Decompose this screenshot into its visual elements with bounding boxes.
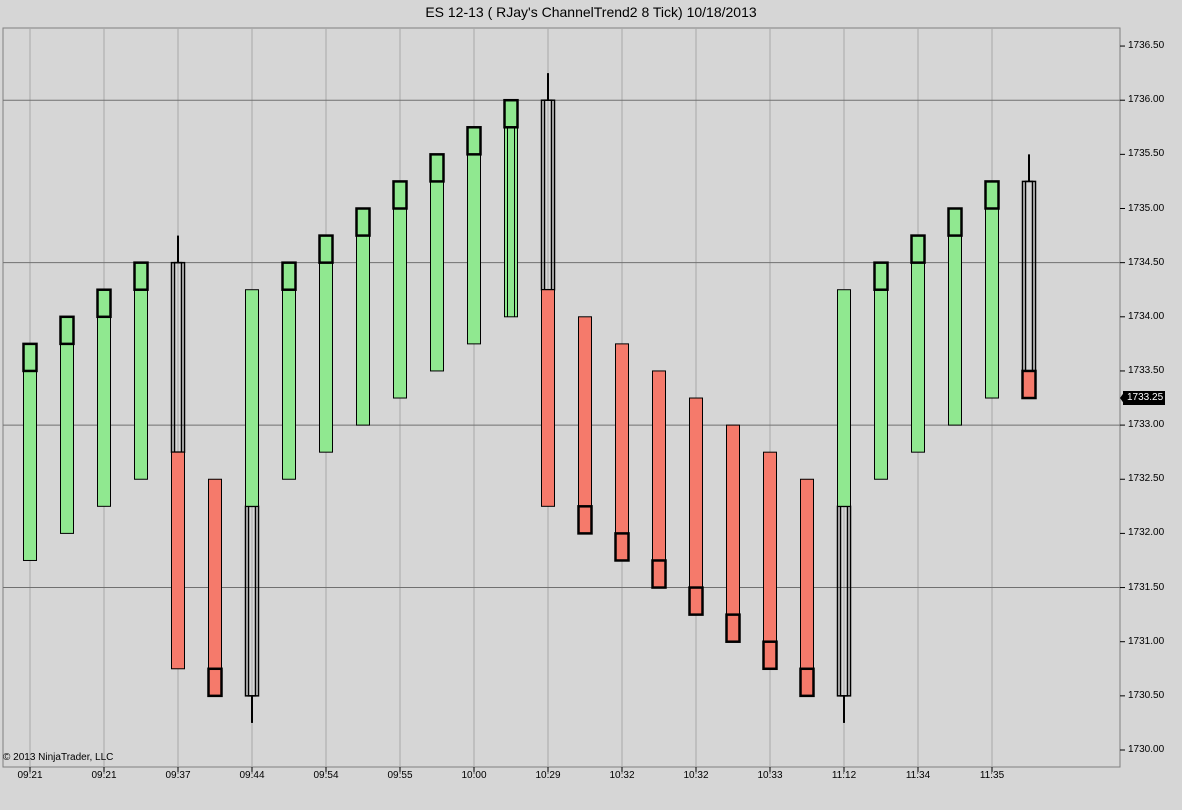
bar-down xyxy=(615,343,629,561)
x-tick-label: 09:37 xyxy=(165,770,191,781)
last-price-marker: 1733.25 xyxy=(1123,391,1166,406)
bar-down xyxy=(171,451,185,670)
bar-close-box xyxy=(688,586,704,616)
x-tick-label: 09:55 xyxy=(387,770,413,781)
bar-up xyxy=(504,99,518,318)
y-tick-label: 1736.50 xyxy=(1128,40,1165,52)
bar-close-box xyxy=(355,207,371,237)
y-tick-label: 1733.50 xyxy=(1128,364,1165,376)
bar-up xyxy=(134,262,148,480)
bar-close-box xyxy=(392,180,408,210)
bar-close-box xyxy=(614,532,630,562)
bar-up xyxy=(393,180,407,399)
bar-up xyxy=(837,289,851,507)
y-tick-label: 1736.00 xyxy=(1128,94,1165,106)
bar-down xyxy=(652,370,666,589)
y-tick-label: 1731.00 xyxy=(1128,635,1165,647)
bar-down xyxy=(689,397,703,616)
bar-up xyxy=(874,262,888,480)
bar-close-box xyxy=(318,234,334,264)
y-tick-label: 1731.50 xyxy=(1128,581,1165,593)
bar-close-box xyxy=(984,180,1000,210)
bar-close-box xyxy=(503,98,519,129)
x-tick-label: 11:35 xyxy=(979,770,1005,781)
x-tick-label: 10:29 xyxy=(535,770,561,781)
bar-close-box xyxy=(59,315,75,346)
bar-down xyxy=(726,424,740,643)
x-tick-label: 11:12 xyxy=(831,770,857,781)
bar-up xyxy=(23,343,37,561)
bar-close-box xyxy=(96,288,112,319)
y-tick-label: 1733.00 xyxy=(1128,419,1165,431)
bar-close-box xyxy=(762,640,778,671)
bar-close-box xyxy=(910,234,926,264)
y-tick-label: 1735.00 xyxy=(1128,202,1165,214)
y-tick-label: 1732.50 xyxy=(1128,473,1165,485)
x-tick-label: 10:32 xyxy=(609,770,635,781)
x-tick-label: 09:21 xyxy=(17,770,43,781)
bar-close-box xyxy=(577,505,593,535)
bar-close-box xyxy=(466,126,482,156)
bar-down xyxy=(541,289,555,507)
x-tick-label: 10:33 xyxy=(757,770,783,781)
bar-close-box xyxy=(281,261,297,291)
bar-up xyxy=(985,180,999,399)
bar-up xyxy=(356,208,370,426)
x-tick-label: 10:00 xyxy=(461,770,487,781)
bar-close-box xyxy=(429,153,445,183)
chart-title: ES 12-13 ( RJay's ChannelTrend2 8 Tick) … xyxy=(425,4,757,20)
bar-up xyxy=(97,289,111,507)
y-tick-label: 1735.50 xyxy=(1128,148,1165,160)
bar-up xyxy=(948,208,962,426)
bar-close-box xyxy=(133,261,149,291)
bar-up xyxy=(245,289,259,507)
x-tick-label: 11:34 xyxy=(905,770,931,781)
bar-close-box xyxy=(947,207,963,237)
bar-close-box xyxy=(22,342,38,373)
bar-up xyxy=(319,235,333,453)
bar-up xyxy=(430,153,444,372)
x-tick-label: 09:21 xyxy=(91,770,117,781)
x-tick-label: 09:44 xyxy=(239,770,265,781)
y-tick-label: 1732.00 xyxy=(1128,527,1165,539)
y-tick-label: 1734.50 xyxy=(1128,256,1165,268)
y-tick-label: 1730.50 xyxy=(1128,689,1165,701)
bar-down xyxy=(763,451,777,670)
x-tick-label: 09:54 xyxy=(313,770,339,781)
bar-down xyxy=(208,478,222,697)
plot-frame xyxy=(2,27,1121,768)
copyright-text: © 2013 NinjaTrader, LLC xyxy=(3,752,114,763)
bar-close-box xyxy=(725,613,741,643)
bar-ghost-outline xyxy=(1021,180,1037,372)
y-tick-label: 1734.00 xyxy=(1128,310,1165,322)
bar-down xyxy=(800,478,814,697)
bar-close-box xyxy=(207,667,223,698)
bar-up xyxy=(467,126,481,345)
bar-close-box xyxy=(651,559,667,589)
bar-close-box xyxy=(873,261,889,291)
bar-ghost-inner xyxy=(1024,180,1034,372)
bar-up xyxy=(282,262,296,480)
bar-down xyxy=(578,316,592,534)
y-tick-label: 1730.00 xyxy=(1128,744,1165,755)
bar-up xyxy=(60,316,74,534)
bar-up xyxy=(911,235,925,453)
bar-close-box xyxy=(1021,369,1037,400)
bar-close-box xyxy=(799,667,815,698)
x-tick-label: 10:32 xyxy=(683,770,709,781)
